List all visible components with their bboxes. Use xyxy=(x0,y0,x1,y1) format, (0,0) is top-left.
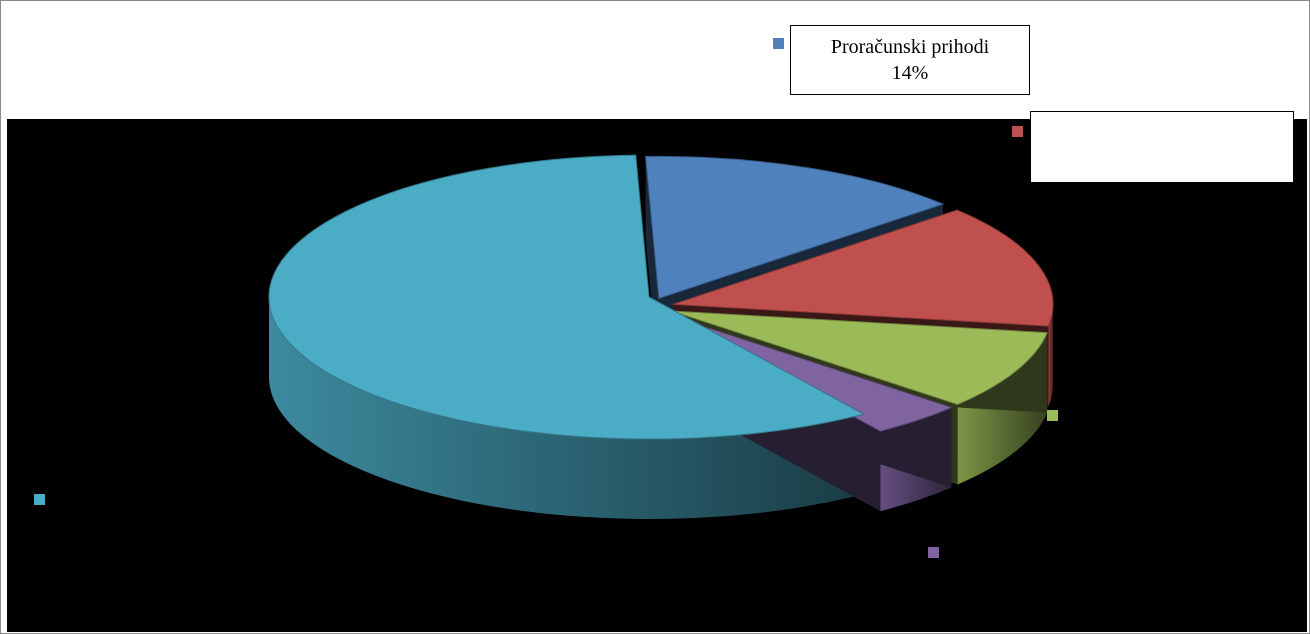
slice-2 xyxy=(671,310,1048,406)
legend-marker-slice-2 xyxy=(1047,410,1058,421)
label-slice-0-name: Proračunski prihodi xyxy=(830,36,990,58)
legend-marker-slice-0 xyxy=(773,38,784,49)
slice-side-1 xyxy=(1048,304,1053,407)
slice-3 xyxy=(665,313,953,432)
slice-0 xyxy=(645,155,945,300)
legend-marker-slice-1 xyxy=(1012,126,1023,137)
legend-marker-slice-4 xyxy=(34,494,45,505)
label-box-slice-1 xyxy=(1030,111,1294,183)
label-slice-0-value: 14% xyxy=(891,62,929,84)
legend-marker-slice-3 xyxy=(928,547,939,558)
label-box-slice-0: Proračunski prihodi 14% xyxy=(790,25,1030,95)
slice-4 xyxy=(268,154,866,440)
slice-1 xyxy=(672,209,1054,327)
slice-side-4 xyxy=(269,297,864,519)
